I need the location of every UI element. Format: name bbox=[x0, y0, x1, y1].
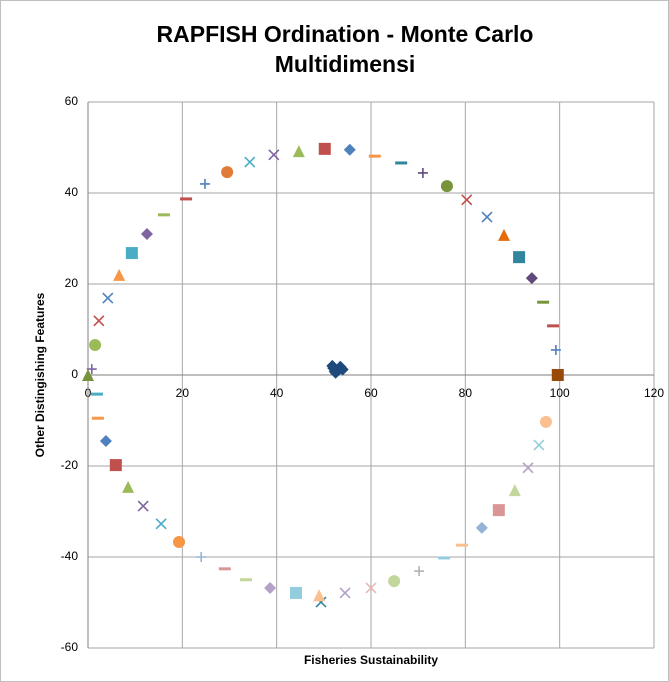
point bbox=[140, 227, 153, 240]
point bbox=[551, 369, 564, 381]
point bbox=[498, 228, 511, 241]
point bbox=[86, 364, 97, 375]
point bbox=[365, 582, 377, 594]
x-tick-label: 120 bbox=[644, 386, 664, 400]
y-tick-label: -40 bbox=[61, 549, 79, 563]
point bbox=[290, 586, 303, 599]
point bbox=[414, 566, 425, 577]
point bbox=[93, 315, 105, 327]
point bbox=[318, 142, 331, 155]
point bbox=[122, 480, 135, 493]
point bbox=[438, 556, 451, 560]
point bbox=[550, 344, 561, 355]
y-tick-label: 0 bbox=[71, 367, 78, 381]
point bbox=[157, 213, 170, 217]
point bbox=[440, 180, 453, 193]
point bbox=[525, 272, 538, 285]
point bbox=[522, 462, 534, 474]
point bbox=[196, 552, 207, 562]
point bbox=[539, 415, 552, 428]
point bbox=[240, 578, 253, 582]
y-tick-label: 20 bbox=[65, 276, 79, 290]
point bbox=[508, 484, 521, 497]
point bbox=[173, 535, 186, 548]
point bbox=[547, 324, 560, 328]
point bbox=[155, 518, 167, 530]
point bbox=[137, 500, 149, 512]
y-tick-label: -60 bbox=[61, 640, 79, 654]
point bbox=[221, 166, 234, 179]
x-axis-label: Fisheries Sustainability bbox=[304, 653, 438, 667]
x-tick-label: 60 bbox=[364, 386, 378, 400]
x-tick-label: 40 bbox=[270, 386, 284, 400]
point bbox=[533, 439, 545, 451]
point bbox=[125, 247, 138, 260]
point bbox=[368, 154, 381, 158]
point bbox=[90, 392, 103, 396]
x-tick-label: 20 bbox=[176, 386, 190, 400]
point bbox=[537, 300, 550, 304]
point bbox=[91, 416, 104, 420]
point bbox=[199, 178, 210, 189]
point bbox=[218, 567, 231, 571]
point bbox=[82, 369, 94, 381]
point bbox=[336, 363, 349, 376]
point bbox=[461, 194, 473, 206]
point bbox=[113, 268, 126, 281]
point bbox=[328, 365, 341, 378]
point bbox=[313, 589, 326, 602]
y-axis-label: Other Distingishing Features bbox=[33, 292, 47, 457]
point bbox=[89, 338, 102, 351]
point bbox=[456, 543, 469, 547]
point bbox=[180, 197, 193, 201]
point bbox=[513, 251, 526, 264]
y-tick-label: 40 bbox=[65, 185, 79, 199]
point bbox=[109, 459, 122, 472]
x-tick-label: 100 bbox=[550, 386, 570, 400]
point bbox=[339, 587, 351, 599]
chart-title: RAPFISH Ordination - Monte Carlo Multidi… bbox=[156, 21, 534, 77]
y-tick-label: -20 bbox=[61, 458, 79, 472]
point bbox=[417, 167, 428, 178]
point bbox=[395, 161, 408, 165]
point bbox=[244, 156, 256, 168]
point bbox=[99, 434, 112, 447]
x-tick-label: 80 bbox=[459, 386, 473, 400]
point bbox=[264, 581, 277, 594]
y-tick-label: 60 bbox=[65, 94, 79, 108]
point bbox=[481, 211, 493, 223]
point bbox=[492, 504, 505, 517]
point bbox=[268, 149, 280, 161]
point bbox=[343, 143, 356, 156]
point bbox=[292, 145, 305, 158]
point bbox=[388, 575, 401, 588]
point bbox=[475, 521, 488, 534]
point bbox=[102, 292, 114, 304]
